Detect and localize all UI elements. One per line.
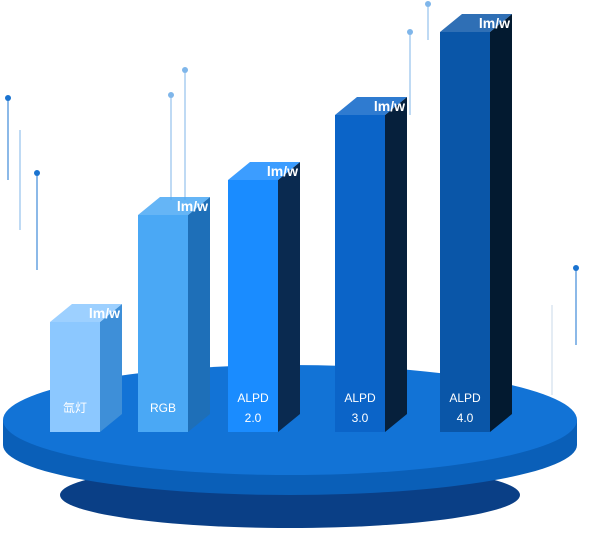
decoration bbox=[5, 1, 579, 395]
bar-side bbox=[100, 304, 122, 432]
value-unit: lm/w bbox=[89, 305, 120, 321]
bar-top bbox=[335, 97, 407, 115]
category-label: ALPD 2.0 bbox=[237, 391, 269, 425]
bar bbox=[228, 180, 278, 432]
bar-side bbox=[490, 14, 512, 432]
value-unit: lm/w bbox=[177, 198, 208, 214]
category-label: ALPD 3.0 bbox=[344, 391, 376, 425]
category-label: 氙灯 bbox=[62, 401, 87, 415]
bar-side bbox=[385, 97, 407, 432]
bar bbox=[138, 215, 188, 432]
bar bbox=[50, 322, 100, 432]
value-unit: lm/w bbox=[374, 98, 405, 114]
bar-top bbox=[138, 197, 210, 215]
bar bbox=[335, 115, 385, 432]
value-unit: lm/w bbox=[267, 163, 298, 179]
bar-top bbox=[50, 304, 122, 322]
bar-side bbox=[188, 197, 210, 432]
value-unit: lm/w bbox=[479, 15, 510, 31]
category-label: ALPD 4.0 bbox=[449, 391, 481, 425]
bar-top bbox=[228, 162, 300, 180]
bar-side bbox=[278, 162, 300, 432]
bar-top bbox=[440, 14, 512, 32]
category-label: RGB bbox=[149, 401, 176, 415]
bars: lm/w lm/w lm/w lm/w lm/w bbox=[50, 14, 512, 432]
bar bbox=[440, 32, 490, 432]
